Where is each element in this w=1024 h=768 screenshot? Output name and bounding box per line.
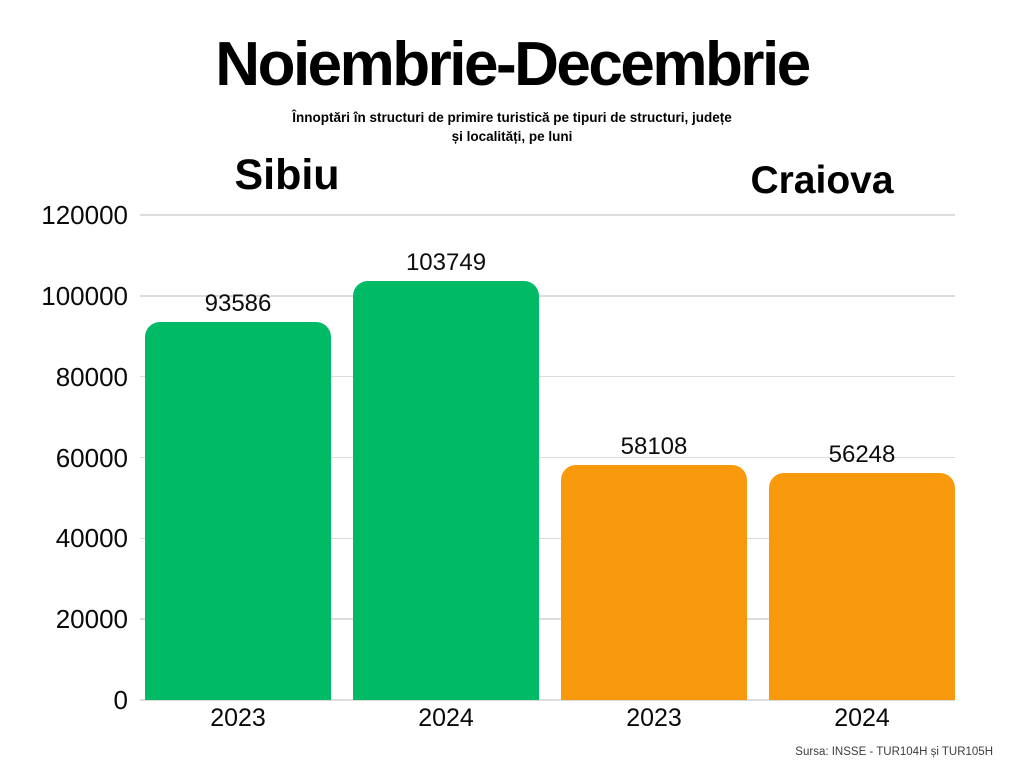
chart-subtitle-line1: Înnoptări în structuri de primire turist… <box>292 110 732 125</box>
bar-sibiu-2024 <box>353 280 539 700</box>
gridline-120000 <box>140 214 955 216</box>
y-axis-tick-0: 0 <box>113 685 128 715</box>
y-axis-tick-60000: 60000 <box>55 442 128 473</box>
y-axis-tick-40000: 40000 <box>55 523 128 554</box>
bar-value-sibiu-2023: 93586 <box>204 289 272 317</box>
y-axis-tick-20000: 20000 <box>55 604 128 635</box>
x-axis-label-craiova-2023: 2023 <box>626 704 682 732</box>
x-axis-label-sibiu-2023: 2023 <box>210 704 266 732</box>
bar-sibiu-2023 <box>145 321 331 700</box>
gridline-40000 <box>140 537 955 540</box>
group-label-craiova: Craiova <box>750 159 894 202</box>
gridline-20000 <box>140 618 955 620</box>
chart-subtitle-line2: și localități, pe luni <box>451 129 573 144</box>
group-label-sibiu: Sibiu <box>234 151 340 199</box>
y-axis-tick-100000: 100000 <box>41 280 128 311</box>
gridline-0 <box>140 699 955 701</box>
y-axis-tick-120000: 120000 <box>41 200 128 230</box>
gridline-80000 <box>140 375 955 378</box>
source-attribution: Sursa: INSSE - TUR104H și TUR105H <box>795 746 993 758</box>
bar-value-craiova-2024: 56248 <box>828 440 896 468</box>
y-axis-tick-80000: 80000 <box>55 361 128 392</box>
bar-value-sibiu-2024: 103749 <box>405 248 487 276</box>
gridline-100000 <box>140 295 955 297</box>
bar-value-craiova-2023: 58108 <box>620 433 688 461</box>
gridline-60000 <box>140 456 955 459</box>
x-axis-label-sibiu-2024: 2024 <box>418 704 474 732</box>
chart-title: Noiembrie-Decembrie <box>215 30 811 99</box>
chart-subtitle: Înnoptări în structuri de primire turist… <box>0 108 1024 146</box>
bar-craiova-2024 <box>769 472 955 700</box>
bar-craiova-2023 <box>561 465 747 700</box>
x-axis-label-craiova-2024: 2024 <box>834 704 890 732</box>
